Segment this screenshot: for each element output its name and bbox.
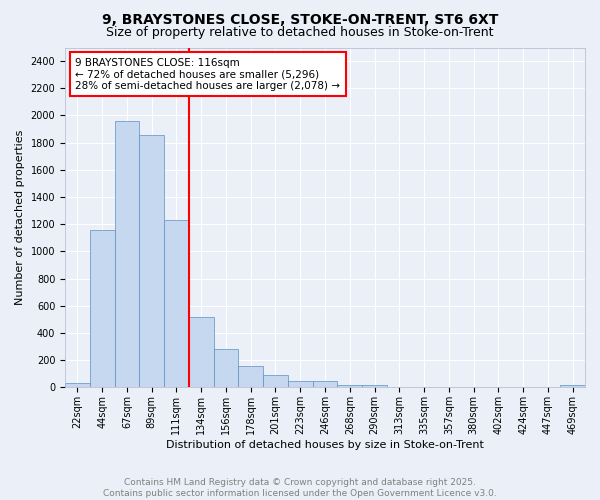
Bar: [288, 380, 313, 388]
Bar: [65, 384, 90, 388]
Bar: [115, 121, 139, 388]
Text: Contains HM Land Registry data © Crown copyright and database right 2025.
Contai: Contains HM Land Registry data © Crown c…: [103, 478, 497, 498]
Bar: [387, 387, 412, 388]
Bar: [238, 366, 263, 388]
Text: 9 BRAYSTONES CLOSE: 116sqm
← 72% of detached houses are smaller (5,296)
28% of s: 9 BRAYSTONES CLOSE: 116sqm ← 72% of deta…: [76, 58, 340, 91]
Bar: [214, 350, 238, 388]
Y-axis label: Number of detached properties: Number of detached properties: [15, 130, 25, 305]
Bar: [90, 230, 115, 388]
Bar: [263, 374, 288, 388]
Bar: [189, 316, 214, 388]
X-axis label: Distribution of detached houses by size in Stoke-on-Trent: Distribution of detached houses by size …: [166, 440, 484, 450]
Text: Size of property relative to detached houses in Stoke-on-Trent: Size of property relative to detached ho…: [106, 26, 494, 39]
Bar: [164, 220, 189, 388]
Bar: [337, 384, 362, 388]
Bar: [560, 386, 585, 388]
Text: 9, BRAYSTONES CLOSE, STOKE-ON-TRENT, ST6 6XT: 9, BRAYSTONES CLOSE, STOKE-ON-TRENT, ST6…: [102, 12, 498, 26]
Bar: [313, 380, 337, 388]
Bar: [139, 134, 164, 388]
Bar: [362, 386, 387, 388]
